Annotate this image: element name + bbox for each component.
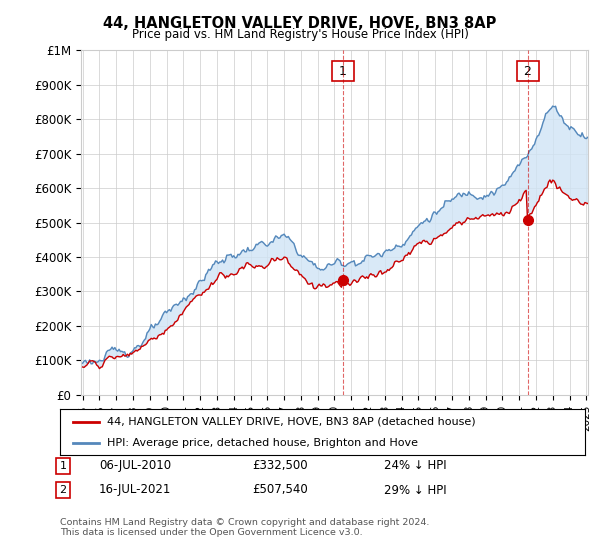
Text: 2: 2 xyxy=(520,64,536,78)
Text: £332,500: £332,500 xyxy=(252,459,308,473)
Text: 44, HANGLETON VALLEY DRIVE, HOVE, BN3 8AP: 44, HANGLETON VALLEY DRIVE, HOVE, BN3 8A… xyxy=(103,16,497,31)
Text: 1: 1 xyxy=(59,461,67,471)
Text: 29% ↓ HPI: 29% ↓ HPI xyxy=(384,483,446,497)
Text: £507,540: £507,540 xyxy=(252,483,308,497)
Text: HPI: Average price, detached house, Brighton and Hove: HPI: Average price, detached house, Brig… xyxy=(107,438,418,448)
Text: 24% ↓ HPI: 24% ↓ HPI xyxy=(384,459,446,473)
Text: Contains HM Land Registry data © Crown copyright and database right 2024.
This d: Contains HM Land Registry data © Crown c… xyxy=(60,518,430,538)
Text: 2: 2 xyxy=(59,485,67,495)
Text: 06-JUL-2010: 06-JUL-2010 xyxy=(99,459,171,473)
Text: 1: 1 xyxy=(335,64,351,78)
Text: 44, HANGLETON VALLEY DRIVE, HOVE, BN3 8AP (detached house): 44, HANGLETON VALLEY DRIVE, HOVE, BN3 8A… xyxy=(107,417,476,427)
Text: 16-JUL-2021: 16-JUL-2021 xyxy=(99,483,172,497)
Text: Price paid vs. HM Land Registry's House Price Index (HPI): Price paid vs. HM Land Registry's House … xyxy=(131,28,469,41)
